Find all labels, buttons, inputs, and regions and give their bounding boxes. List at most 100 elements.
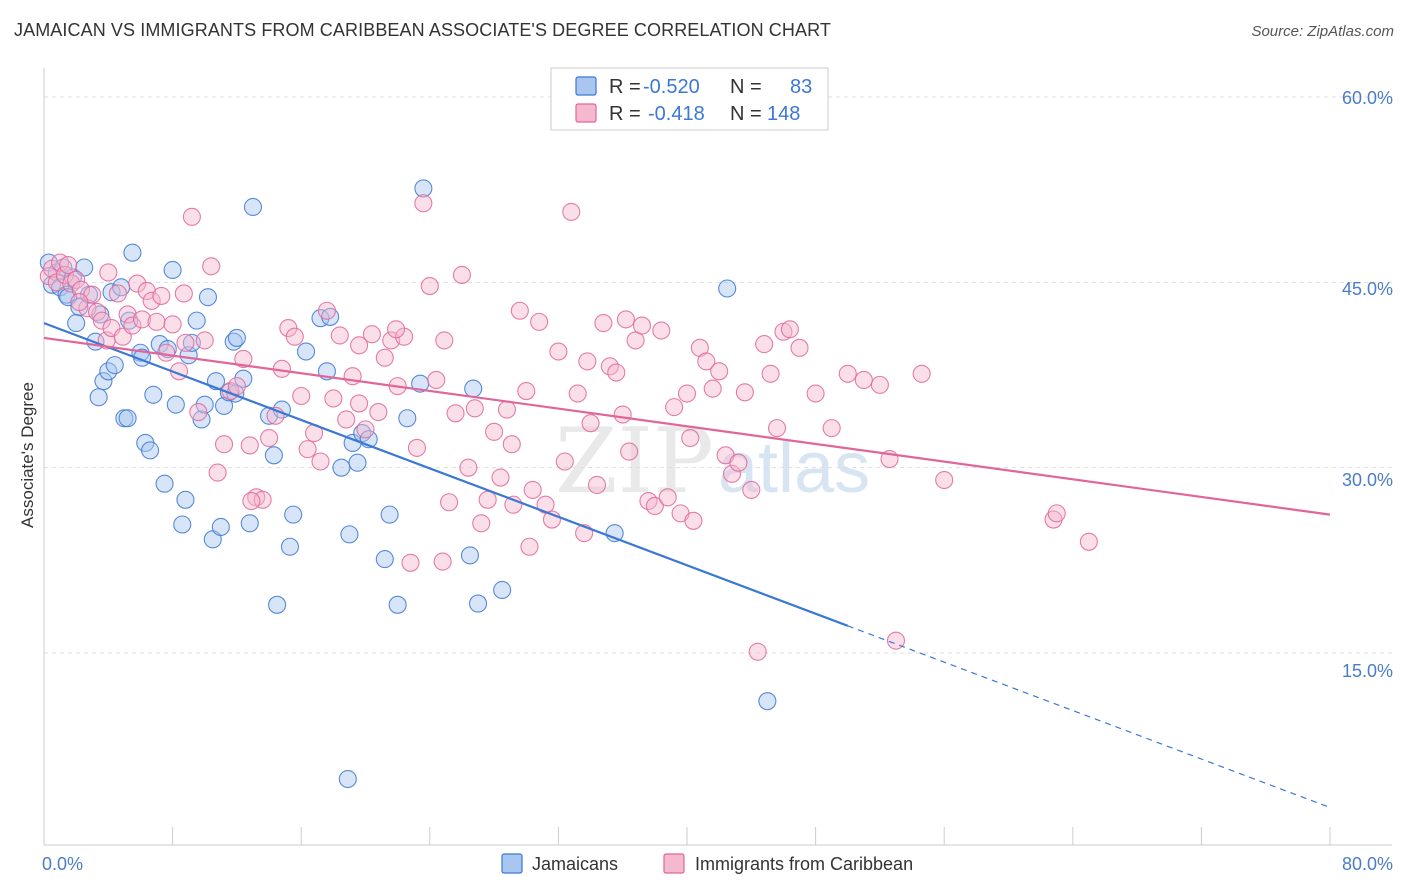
- caribbean-point-5: [59, 255, 78, 275]
- caribbean-point-68: [433, 552, 452, 571]
- caribbean-point-142: [681, 428, 700, 448]
- jamaicans-point-39: [195, 395, 214, 414]
- caribbean-point-72: [459, 458, 478, 477]
- caribbean-point-139: [502, 435, 521, 454]
- caribbean-point-7: [67, 270, 86, 289]
- jamaicans-point-67: [380, 505, 399, 524]
- caribbean-point-136: [242, 491, 261, 511]
- watermark-zip: ZIP: [555, 409, 714, 514]
- jamaicans-point-61: [340, 525, 359, 544]
- legend-r-value-pink: -0.418: [648, 103, 705, 125]
- caribbean-point-67: [427, 370, 446, 389]
- caribbean-point-66: [420, 276, 439, 296]
- caribbean-point-130: [886, 631, 906, 650]
- caribbean-point-45: [285, 327, 304, 346]
- caribbean-point-141: [578, 352, 597, 371]
- jamaicans-point-63: [348, 453, 367, 472]
- caribbean-point-115: [735, 383, 754, 402]
- caribbean-point-70: [446, 404, 465, 423]
- caribbean-point-30: [189, 403, 208, 422]
- caribbean-point-92: [587, 475, 607, 495]
- jamaicans-point-75: [493, 580, 512, 600]
- caribbean-point-28: [176, 333, 195, 352]
- jamaicans-point-78: [758, 692, 777, 711]
- caribbean-point-17: [118, 305, 137, 324]
- caribbean-point-107: [684, 511, 703, 530]
- caribbean-point-34: [214, 435, 234, 454]
- jamaicans-point-50: [243, 197, 263, 217]
- jamaicans-point-74: [468, 594, 488, 613]
- caribbean-point-26: [163, 315, 182, 334]
- caribbean-point-78: [497, 400, 517, 419]
- caribbean-point-99: [632, 316, 652, 335]
- jamaicans-point-40: [198, 288, 218, 307]
- jamaicans-point-26: [141, 441, 160, 460]
- jamaicans-point-23: [120, 311, 139, 330]
- caribbean-point-104: [665, 398, 684, 417]
- jamaicans-point-66: [375, 550, 394, 569]
- caribbean-point-24: [152, 286, 171, 305]
- legend-n-value-pink: 148: [767, 103, 800, 125]
- caribbean-point-15: [108, 284, 127, 303]
- x-tick-label-min: 0.0%: [42, 854, 83, 874]
- y-tick-label-30: 30.0%: [1342, 470, 1393, 490]
- caribbean-point-21: [137, 281, 156, 301]
- legend-n-value-blue: 83: [790, 76, 812, 98]
- caribbean-point-143: [174, 284, 193, 303]
- jamaicans-point-10: [67, 314, 86, 333]
- legend-swatch-blue: [575, 76, 597, 96]
- caribbean-point-32: [202, 257, 221, 276]
- jamaicans-point-73: [464, 379, 483, 398]
- jamaicans-point-77: [718, 279, 737, 298]
- jamaicans-point-18: [123, 243, 142, 262]
- caribbean-point-103: [658, 488, 677, 507]
- caribbean-point-89: [568, 384, 587, 403]
- caribbean-point-64: [407, 438, 426, 457]
- caribbean-point-74: [472, 514, 491, 533]
- jamaicans-point-56: [268, 595, 287, 614]
- caribbean-point-97: [620, 442, 639, 461]
- jamaicans-points: [39, 179, 777, 789]
- caribbean-point-23: [147, 312, 166, 331]
- caribbean-point-123: [790, 338, 809, 357]
- caribbean-point-38: [240, 436, 259, 455]
- caribbean-point-109: [697, 352, 716, 371]
- jamaicans-point-21: [105, 356, 124, 375]
- jamaicans-point-43: [211, 517, 230, 537]
- y-tick-label-45: 45.0%: [1342, 279, 1393, 299]
- caribbean-point-102: [652, 321, 671, 340]
- jamaicans-point-79: [338, 769, 357, 789]
- caribbean-point-12: [92, 311, 111, 330]
- caribbean-point-18: [123, 316, 142, 335]
- caribbean-point-33: [208, 463, 227, 482]
- caribbean-point-125: [822, 419, 841, 438]
- caribbean-point-82: [523, 480, 542, 499]
- jamaicans-point-69: [398, 409, 417, 428]
- source-label: Source: ZipAtlas.com: [1251, 23, 1394, 40]
- caribbean-point-52: [330, 326, 349, 345]
- caribbean-point-96: [613, 405, 632, 424]
- caribbean-point-22: [142, 291, 161, 310]
- caribbean-point-95: [607, 363, 626, 382]
- caribbean-point-135: [1079, 532, 1098, 551]
- caribbean-point-36: [227, 377, 246, 396]
- caribbean-point-120: [767, 419, 787, 438]
- jamaicans-point-37: [187, 311, 206, 330]
- legend-n-label-pink: N =: [730, 103, 762, 125]
- jamaicans-point-16: [102, 283, 121, 302]
- legend-r-value-blue: -0.520: [643, 76, 700, 98]
- y-tick-label-60: 60.0%: [1342, 88, 1393, 108]
- jamaicans-point-58: [311, 309, 330, 328]
- y-axis-title: Associate's Degree: [18, 382, 37, 528]
- jamaicans-point-33: [173, 515, 192, 534]
- caribbean-point-63: [401, 553, 420, 572]
- caribbean-point-117: [748, 642, 767, 661]
- caribbean-point-131: [912, 364, 931, 383]
- caribbean-point-140: [520, 537, 539, 556]
- legend-r-label-pink: R =: [609, 103, 641, 125]
- caribbean-point-65: [414, 194, 433, 213]
- caribbean-point-88: [562, 202, 581, 221]
- legend-r-label-blue: R =: [609, 76, 641, 98]
- caribbean-point-47: [298, 440, 317, 459]
